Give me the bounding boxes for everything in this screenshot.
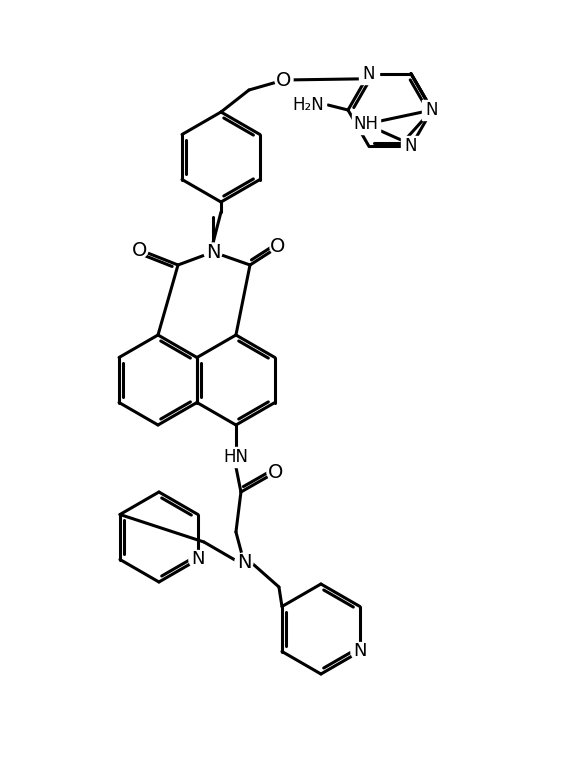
Text: O: O: [271, 237, 285, 257]
Bar: [401, 137, 421, 157]
Text: O: O: [276, 71, 292, 90]
Text: HN: HN: [224, 448, 248, 466]
Text: N: N: [353, 643, 367, 660]
Text: NH: NH: [353, 115, 378, 133]
Bar: [220, 447, 252, 467]
Bar: [359, 64, 379, 84]
Text: N: N: [237, 552, 251, 571]
Circle shape: [270, 239, 286, 255]
Bar: [422, 100, 442, 120]
Circle shape: [189, 551, 207, 568]
Circle shape: [351, 643, 369, 660]
Text: N: N: [206, 243, 220, 261]
Circle shape: [132, 242, 148, 258]
Circle shape: [267, 463, 285, 481]
Text: N: N: [426, 101, 438, 119]
Circle shape: [275, 71, 293, 89]
Bar: [290, 95, 326, 115]
Text: O: O: [268, 462, 284, 482]
Text: N: N: [191, 551, 205, 568]
Text: N: N: [206, 243, 220, 261]
Circle shape: [204, 243, 222, 261]
Bar: [352, 114, 380, 134]
Text: N: N: [363, 65, 375, 83]
Text: O: O: [132, 240, 148, 260]
Text: N: N: [405, 137, 417, 155]
Circle shape: [235, 553, 253, 571]
Text: H₂N: H₂N: [292, 96, 324, 114]
